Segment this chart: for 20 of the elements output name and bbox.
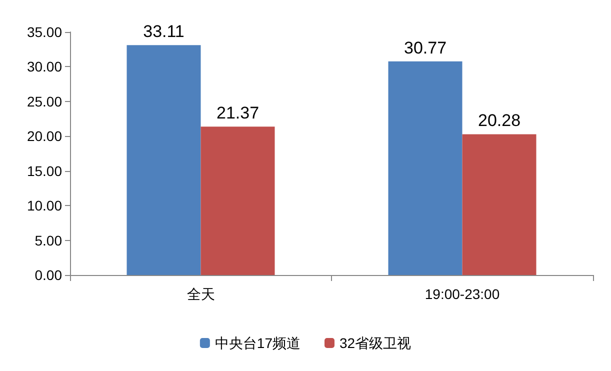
text: 35.00 <box>26 24 62 40</box>
bar <box>462 134 536 275</box>
x-tick-label: 全天 <box>186 286 215 302</box>
bar <box>200 126 275 275</box>
text: 10.00 <box>26 198 62 214</box>
legend-label: 32省级卫视 <box>340 335 412 351</box>
data-label: 21.37 <box>216 104 260 123</box>
text: 25.00 <box>26 93 62 110</box>
data-label: 30.77 <box>404 38 447 58</box>
text: 15.00 <box>26 162 62 179</box>
x-tick-label: 19:00-23:00 <box>424 286 500 302</box>
data-label: 33.11 <box>143 22 184 42</box>
text: 5.00 <box>34 232 62 248</box>
text: 0.00 <box>34 267 62 283</box>
data-label: 20.28 <box>478 111 521 130</box>
bar <box>388 61 462 275</box>
text: 30.00 <box>26 58 62 75</box>
text: 20.00 <box>26 128 62 144</box>
bar <box>126 45 201 275</box>
legend-label: 中央台17频道 <box>214 335 301 351</box>
